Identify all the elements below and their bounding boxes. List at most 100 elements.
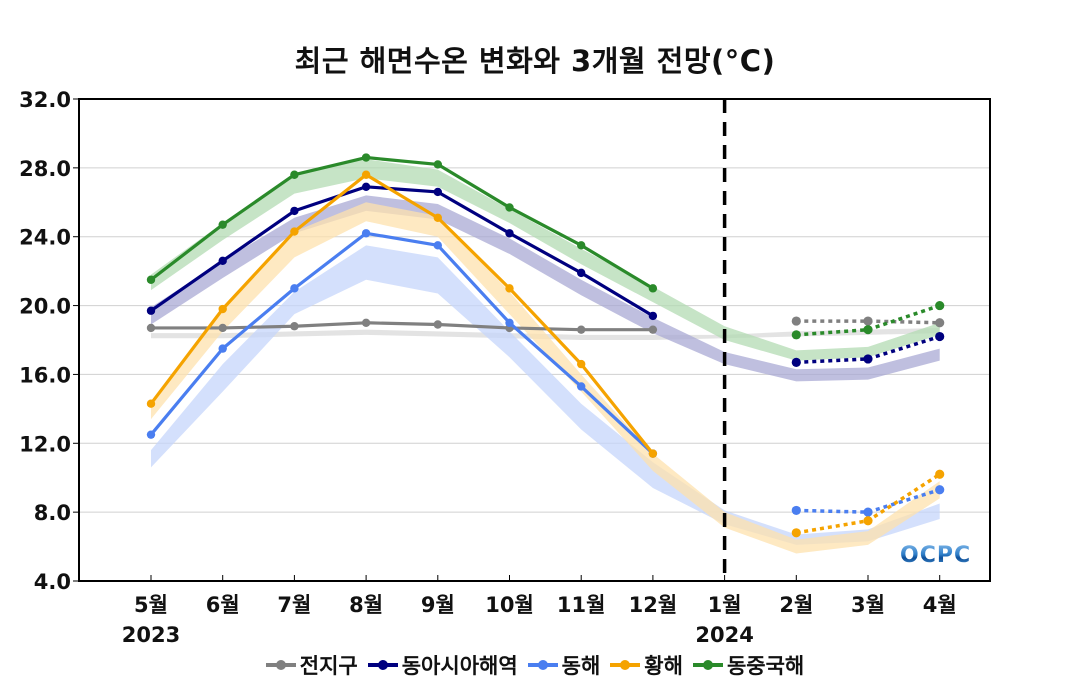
year-label: 2024 <box>695 623 753 647</box>
y-tick-label: 20.0 <box>19 295 71 319</box>
forecast-point-전지구 <box>935 318 945 328</box>
legend-label: 황해 <box>644 654 683 678</box>
legend-label: 동중국해 <box>726 654 805 678</box>
observed-line-전지구 <box>151 321 653 332</box>
observed-point-동아시아해역 <box>146 306 156 315</box>
observed-point-동중국해 <box>577 241 586 250</box>
observed-line-황해 <box>149 173 655 455</box>
observed-point-동아시아해역 <box>290 206 299 216</box>
x-tick-label: 3월 <box>851 593 885 617</box>
forecast-point-동중국해 <box>791 330 801 340</box>
x-tick-label: 12월 <box>629 593 678 617</box>
ocpc-watermark: OCPC <box>900 543 972 568</box>
observed-point-동해 <box>361 229 371 238</box>
legend-item: 전지구 <box>265 650 358 680</box>
observed-line-동중국해 <box>150 155 654 290</box>
x-axis-ticks: 5월 6월 7월 8월 9월 10월 11월 12월 1월 2월 3월 4월 2023 2024 <box>122 575 957 647</box>
forecast-line-동아시아해역 <box>796 334 941 365</box>
observed-point-전지구 <box>577 325 586 334</box>
forecast-point-동해 <box>791 505 801 516</box>
observed-point-동중국해 <box>648 284 658 293</box>
climatology-band-동해 <box>151 245 940 545</box>
observed-point-동중국해 <box>290 170 299 179</box>
legend-swatch-icon <box>265 658 296 672</box>
legend-item: 동중국해 <box>692 650 805 680</box>
legend-label: 동해 <box>561 654 601 678</box>
forecast-line-동해 <box>796 488 941 514</box>
observed-point-황해 <box>433 213 442 222</box>
forecast-point-동해 <box>935 485 945 495</box>
y-tick-label: 32.0 <box>19 88 71 112</box>
observed-point-동중국해 <box>146 275 156 284</box>
observed-line-동해 <box>149 231 654 455</box>
observed-point-동중국해 <box>505 203 514 212</box>
observed-point-동중국해 <box>218 220 227 229</box>
y-axis-ticks: 4.0 8.0 12.0 16.0 20.0 24.0 28.0 32.0 <box>19 88 79 594</box>
y-tick-label: 16.0 <box>19 363 71 387</box>
forecast-point-황해 <box>791 528 801 538</box>
forecast-point-동중국해 <box>935 300 945 311</box>
forecast-point-황해 <box>935 469 945 479</box>
y-tick-label: 28.0 <box>19 157 71 181</box>
observed-point-동아시아해역 <box>577 268 586 278</box>
observed-point-황해 <box>290 227 299 236</box>
observed-point-동아시아해역 <box>361 182 371 191</box>
observed-point-동해 <box>433 241 442 250</box>
y-tick-label: 24.0 <box>19 226 71 250</box>
observed-point-전지구 <box>146 323 156 333</box>
x-tick-label: 11월 <box>557 593 606 617</box>
year-label: 2023 <box>122 623 180 647</box>
x-tick-label: 5월 <box>134 593 168 617</box>
forecast-point-동중국해 <box>863 325 873 335</box>
observed-point-동해 <box>146 430 156 439</box>
plot-frame <box>78 98 991 582</box>
observed-point-전지구 <box>218 323 227 333</box>
forecast-point-전지구 <box>863 316 873 326</box>
y-tick-label: 8.0 <box>34 501 71 525</box>
x-tick-label: 8월 <box>349 593 383 617</box>
x-tick-label: 4월 <box>923 593 957 617</box>
observed-point-황해 <box>218 304 227 314</box>
observed-point-전지구 <box>361 318 371 327</box>
observed-point-동아시아해역 <box>505 229 514 238</box>
observed-point-전지구 <box>433 320 442 329</box>
y-tick-label: 4.0 <box>34 570 71 594</box>
observed-point-황해 <box>577 359 586 369</box>
series-lines <box>146 153 945 538</box>
forecast-point-동아시아해역 <box>791 357 801 367</box>
climatology-bands <box>151 159 940 554</box>
observed-point-동해 <box>577 382 586 391</box>
axes <box>78 98 991 582</box>
x-tick-label: 1월 <box>708 593 742 617</box>
observed-point-전지구 <box>290 322 299 331</box>
x-tick-label: 7월 <box>277 593 311 617</box>
legend-swatch-icon <box>527 658 558 672</box>
legend-swatch-icon <box>610 658 641 672</box>
observed-point-동해 <box>505 318 514 327</box>
legend-label: 동아시아해역 <box>401 654 518 678</box>
observed-point-황해 <box>648 449 658 458</box>
observed-point-황해 <box>361 170 371 179</box>
forecast-line-동중국해 <box>796 303 941 337</box>
y-tick-label: 12.0 <box>19 432 71 456</box>
x-tick-label: 2월 <box>779 593 813 617</box>
forecast-point-동아시아해역 <box>935 331 945 342</box>
chart-title: 최근 해면수온 변화와 3개월 전망(°C) <box>294 44 776 78</box>
observed-point-전지구 <box>648 325 658 334</box>
observed-point-동중국해 <box>433 160 442 169</box>
observed-point-동중국해 <box>361 153 371 162</box>
observed-point-동아시아해역 <box>648 311 658 321</box>
legend-item: 황해 <box>610 650 683 680</box>
legend-swatch-icon <box>692 658 723 672</box>
observed-point-동해 <box>218 344 227 353</box>
forecast-point-황해 <box>863 516 873 526</box>
x-tick-label: 6월 <box>206 593 240 617</box>
x-tick-label: 10월 <box>485 593 534 617</box>
observed-point-동아시아해역 <box>218 256 227 266</box>
observed-point-동해 <box>290 284 299 293</box>
observed-line-동아시아해역 <box>150 185 654 318</box>
legend: 전지구 동아시아해역 동해 황해 동중국해 <box>0 650 1070 680</box>
legend-item: 동아시아해역 <box>367 650 518 680</box>
observed-point-동아시아해역 <box>433 187 442 197</box>
